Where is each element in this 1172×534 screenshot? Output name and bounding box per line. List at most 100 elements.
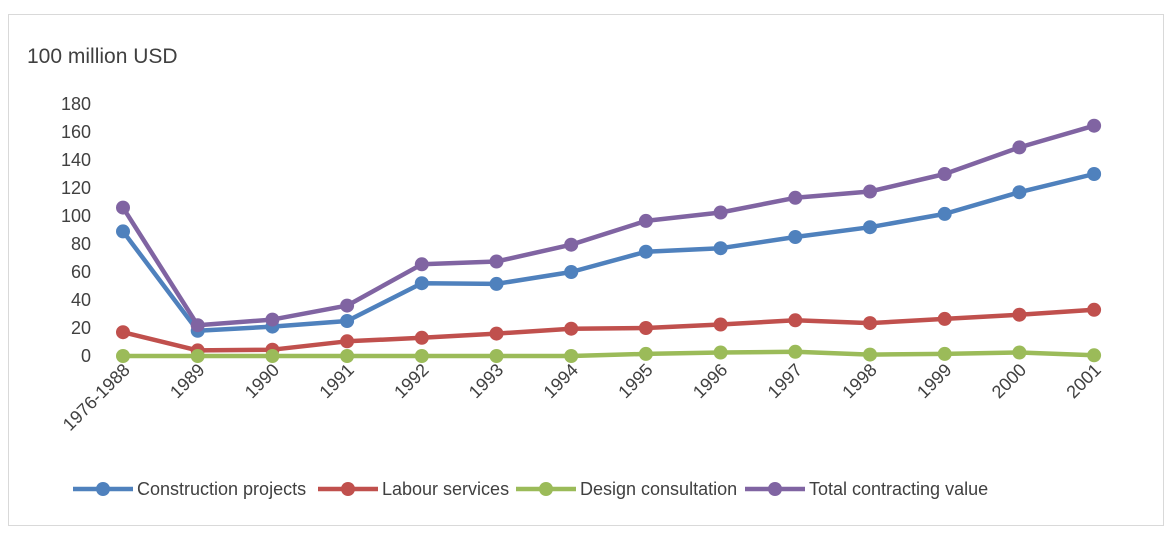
data-point [414,276,429,291]
legend-item: Total contracting value [745,479,988,499]
data-point [1087,118,1102,133]
legend-label: Construction projects [137,479,306,499]
data-point [863,316,877,331]
x-tick-label: 1999 [913,360,955,402]
y-tick-label: 80 [71,234,91,254]
data-point [340,298,355,313]
data-point [489,349,504,363]
chart-frame: 100 million USD 0 20 40 60 80 100 120 140 160 180… [8,14,1164,526]
data-point [713,317,728,332]
data-point [116,349,130,363]
data-point [937,311,952,326]
series-line [120,307,1097,353]
data-point [340,349,355,363]
series-line [120,123,1097,328]
data-point [788,190,803,205]
data-point [1012,140,1027,155]
series-construction-projects [116,167,1102,338]
line-chart: 100 million USD 0 20 40 60 80 100 120 140 160 180… [27,45,1105,499]
data-point [1012,307,1027,322]
series-line [120,171,1097,334]
data-point [1012,345,1027,360]
legend-item: Labour services [318,479,509,499]
y-tick-label: 140 [61,150,91,170]
x-tick-label: 2000 [988,360,1030,402]
series-design-consultation [116,344,1102,363]
series-layer [116,118,1102,363]
data-point [564,237,579,252]
data-point [788,230,803,244]
x-tick-label: 1993 [465,360,507,402]
legend-marker [96,482,110,496]
x-tick-label: 1998 [838,360,880,402]
data-point [564,265,579,279]
data-point [1087,348,1102,363]
data-point [937,167,952,181]
x-axis: 1976-1988 1989 1990 1991 1992 1993 1994 1995 199… [59,360,1105,435]
x-tick-label: 1996 [689,360,731,402]
y-tick-label: 100 [61,206,91,226]
data-point [863,220,877,235]
legend-item: Construction projects [73,479,306,499]
data-point [1012,185,1027,200]
data-point [638,346,653,361]
legend-label: Total contracting value [809,479,988,499]
y-tick-label: 60 [71,262,91,282]
data-point [788,344,803,359]
series-total-contracting-value [116,118,1102,333]
unit-label: 100 million USD [27,45,178,68]
data-point [564,321,579,336]
legend-marker [539,482,553,496]
data-point [116,325,130,340]
legend-item: Design consultation [516,479,737,499]
x-tick-label: 1989 [166,360,208,402]
data-point [638,213,653,228]
data-point [414,257,429,272]
y-tick-label: 0 [81,346,91,366]
legend-label: Labour services [382,479,509,499]
legend-label: Design consultation [580,479,737,499]
data-point [116,200,130,215]
data-point [638,244,653,259]
x-tick-label: 1994 [540,360,582,402]
data-point [564,349,579,363]
x-tick-label: 1995 [614,360,656,402]
y-tick-label: 180 [61,94,91,114]
data-point [116,224,130,239]
legend: Construction projects Labour services Desi… [73,479,988,499]
y-axis: 0 20 40 60 80 100 120 140 160 180 [61,94,91,366]
data-point [1087,302,1102,317]
legend-marker [768,482,782,496]
data-point [414,349,429,363]
data-point [489,276,504,291]
legend-marker [341,482,355,496]
data-point [265,312,280,327]
data-point [190,318,205,333]
data-point [638,321,653,335]
y-tick-label: 20 [71,318,91,338]
data-point [713,345,728,360]
data-point [489,326,504,341]
x-tick-label: 1997 [764,360,806,402]
data-point [937,206,952,221]
x-tick-label: 1992 [390,360,432,402]
data-point [863,184,877,199]
y-tick-label: 120 [61,178,91,198]
data-point [937,346,952,361]
data-point [713,241,728,256]
x-tick-label: 1976-1988 [59,360,134,435]
data-point [863,347,877,362]
data-point [265,349,280,363]
series-labour-services [116,302,1102,358]
data-point [788,313,803,328]
data-point [1087,167,1102,181]
x-tick-label: 1990 [241,360,283,402]
data-point [489,254,504,269]
data-point [340,314,355,328]
y-tick-label: 160 [61,122,91,142]
data-point [190,349,205,363]
x-tick-label: 2001 [1062,360,1104,402]
data-point [713,205,728,220]
data-point [340,334,355,349]
x-tick-label: 1991 [315,360,357,402]
